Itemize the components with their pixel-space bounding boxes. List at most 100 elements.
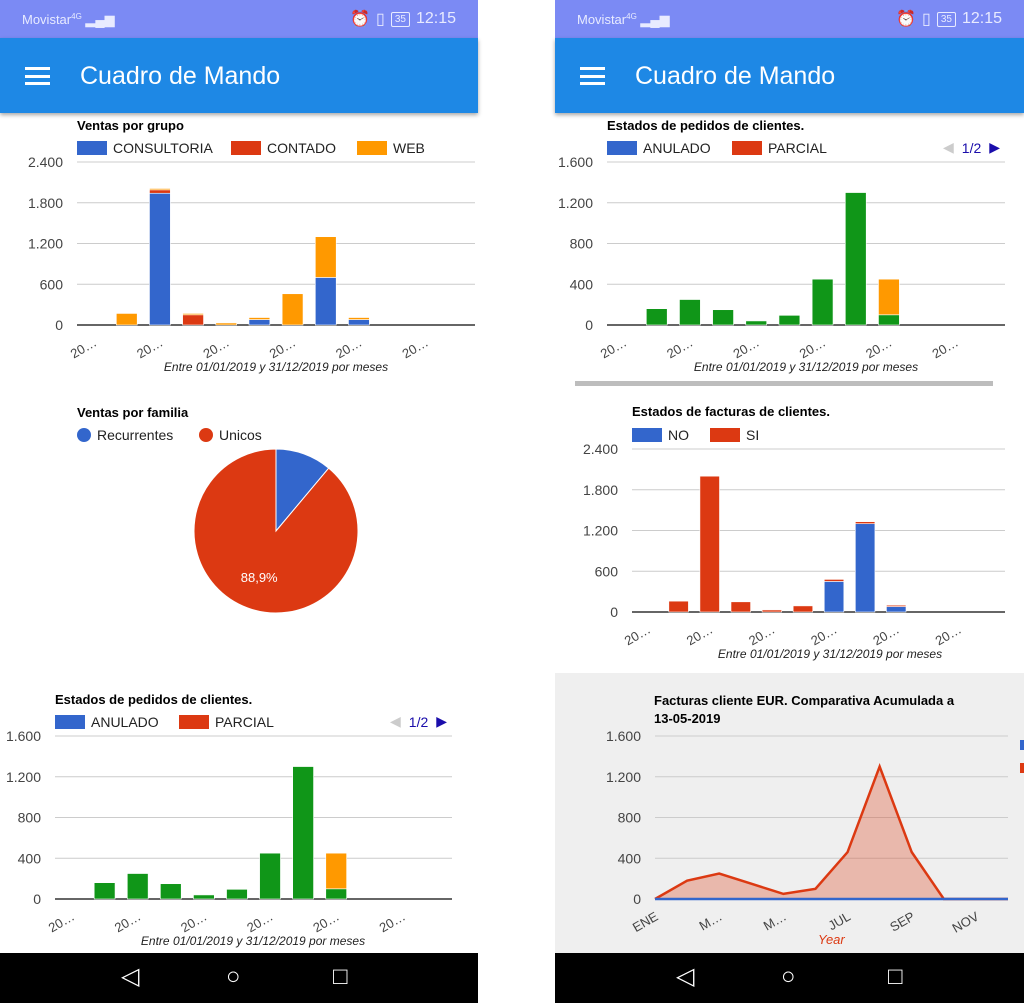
bar-segment: [878, 278, 900, 316]
home-button[interactable]: ○: [226, 963, 241, 990]
battery-icon: 35: [390, 11, 410, 27]
legend-swatch: [732, 141, 762, 155]
y-tick-label: 1.200: [558, 195, 593, 211]
legend-item-anulado[interactable]: ANULADO: [55, 714, 159, 730]
legend-item-unicos[interactable]: Unicos: [199, 427, 262, 443]
bar-segment: [730, 601, 751, 613]
home-button[interactable]: ○: [781, 963, 796, 990]
bar-segment: [823, 579, 845, 582]
legend-item-consultoria[interactable]: CONSULTORIA: [77, 140, 213, 156]
bar-segment: [325, 852, 347, 890]
y-tick-label: 0: [633, 891, 641, 907]
legend-item-parcial[interactable]: PARCIAL: [732, 140, 827, 156]
bar-segment: [126, 873, 149, 900]
legend-label: Recurrentes: [97, 427, 174, 443]
legend-item-web[interactable]: WEB: [357, 140, 425, 156]
alarm-icon: ⏰: [350, 11, 371, 28]
bar-segment: [215, 322, 237, 326]
status-bar: Movistar4G ▂▄▆ ⏰ ▯ 35 12:15: [555, 0, 1024, 38]
menu-icon[interactable]: [580, 67, 605, 85]
legend-label: ANULADO: [643, 140, 711, 156]
menu-icon[interactable]: [25, 67, 50, 85]
x-tick-label: M…: [697, 909, 725, 934]
y-tick-label: 1.200: [606, 769, 641, 785]
pie-slice-label: 88,9%: [241, 570, 278, 585]
chart-caption: Entre 01/01/2019 y 31/12/2019 por meses: [717, 647, 943, 661]
legend-label: WEB: [393, 140, 425, 156]
bar-segment: [226, 889, 248, 900]
bar-segment: [182, 313, 204, 316]
pager-prev-button[interactable]: ◀: [943, 139, 954, 155]
x-tick-label: 20…: [112, 909, 143, 936]
x-tick-label: SEP: [887, 909, 917, 935]
x-tick-label: 20…: [684, 622, 715, 649]
x-tick-label: 20…: [134, 335, 165, 362]
back-button[interactable]: ◁: [676, 963, 695, 990]
legend-item-contado[interactable]: CONTADO: [231, 140, 336, 156]
recents-button[interactable]: □: [888, 963, 903, 990]
legend-label: ANULADO: [91, 714, 159, 730]
x-tick-label: 20…: [377, 909, 408, 936]
x-tick-label: 20…: [746, 622, 777, 649]
x-tick-label: 20…: [797, 335, 828, 362]
bar-segment: [348, 317, 370, 320]
bar-segment: [149, 189, 171, 194]
carrier: Movistar4G ▂▄▆: [22, 12, 115, 27]
bar-segment: [855, 523, 876, 613]
legend-item-recurrentes[interactable]: Recurrentes: [77, 427, 173, 443]
bar-segment: [315, 236, 337, 278]
y-tick-label: 0: [55, 317, 63, 333]
recents-button[interactable]: □: [333, 963, 348, 990]
y-tick-label: 600: [40, 276, 64, 292]
bar-segment: [668, 600, 689, 613]
legend-pager: ◀ 1/2 ▶: [943, 139, 1000, 156]
bar-segment: [193, 894, 215, 900]
x-tick-label: 20…: [310, 909, 341, 936]
bar-segment: [761, 609, 782, 613]
x-tick-label: 20…: [46, 909, 77, 936]
chart-title: Ventas por grupo: [77, 118, 184, 133]
legend-label: PARCIAL: [215, 714, 274, 730]
app-title: Cuadro de Mando: [80, 62, 281, 90]
legend-swatch: [710, 428, 740, 442]
divider: [575, 381, 993, 386]
legend-swatch-partial: [1020, 740, 1024, 750]
legend-swatch: [357, 141, 387, 155]
chart-caption: Entre 01/01/2019 y 31/12/2019 por meses: [693, 360, 919, 374]
battery-icon: 35: [936, 11, 956, 27]
y-tick-label: 400: [618, 850, 642, 866]
legend-item-si[interactable]: SI: [710, 427, 759, 443]
legend-item-no[interactable]: NO: [632, 427, 689, 443]
x-tick-label: 20…: [870, 622, 901, 649]
pager-next-button[interactable]: ▶: [989, 139, 1001, 155]
pager-next-button[interactable]: ▶: [436, 713, 448, 729]
legend-item-parcial[interactable]: PARCIAL: [179, 714, 274, 730]
x-tick-label: 20…: [863, 335, 894, 362]
y-tick-label: 1.800: [28, 195, 63, 211]
legend-swatch: [231, 141, 261, 155]
y-tick-label: 0: [33, 891, 41, 907]
x-tick-label: 20…: [333, 335, 364, 362]
x-tick-label: JUL: [826, 909, 854, 934]
legend-dot: [199, 428, 213, 442]
bar-segment: [878, 314, 900, 326]
y-tick-label: 1.600: [558, 154, 593, 170]
nav-bar: ◁ ○ □: [0, 953, 478, 1003]
legend-item-anulado[interactable]: ANULADO: [607, 140, 711, 156]
y-tick-label: 1.600: [6, 728, 41, 744]
phone-right: Movistar4G ▂▄▆ ⏰ ▯ 35 12:15 Cuadro de Mando…: [555, 0, 1024, 1003]
bar-segment: [160, 883, 182, 900]
bar-segment: [93, 882, 116, 900]
pager-prev-button[interactable]: ◀: [390, 713, 401, 729]
legend-swatch: [55, 715, 85, 729]
app-title: Cuadro de Mando: [635, 62, 836, 90]
y-tick-label: 800: [618, 810, 642, 826]
vibrate-icon: ▯: [922, 11, 931, 28]
back-button[interactable]: ◁: [121, 963, 140, 990]
bar-segment: [823, 581, 845, 613]
bar-segment: [315, 277, 337, 326]
x-tick-label: 20…: [808, 622, 839, 649]
bar-segment: [778, 315, 801, 326]
y-tick-label: 0: [585, 317, 593, 333]
pager-page: 1/2: [961, 139, 982, 156]
